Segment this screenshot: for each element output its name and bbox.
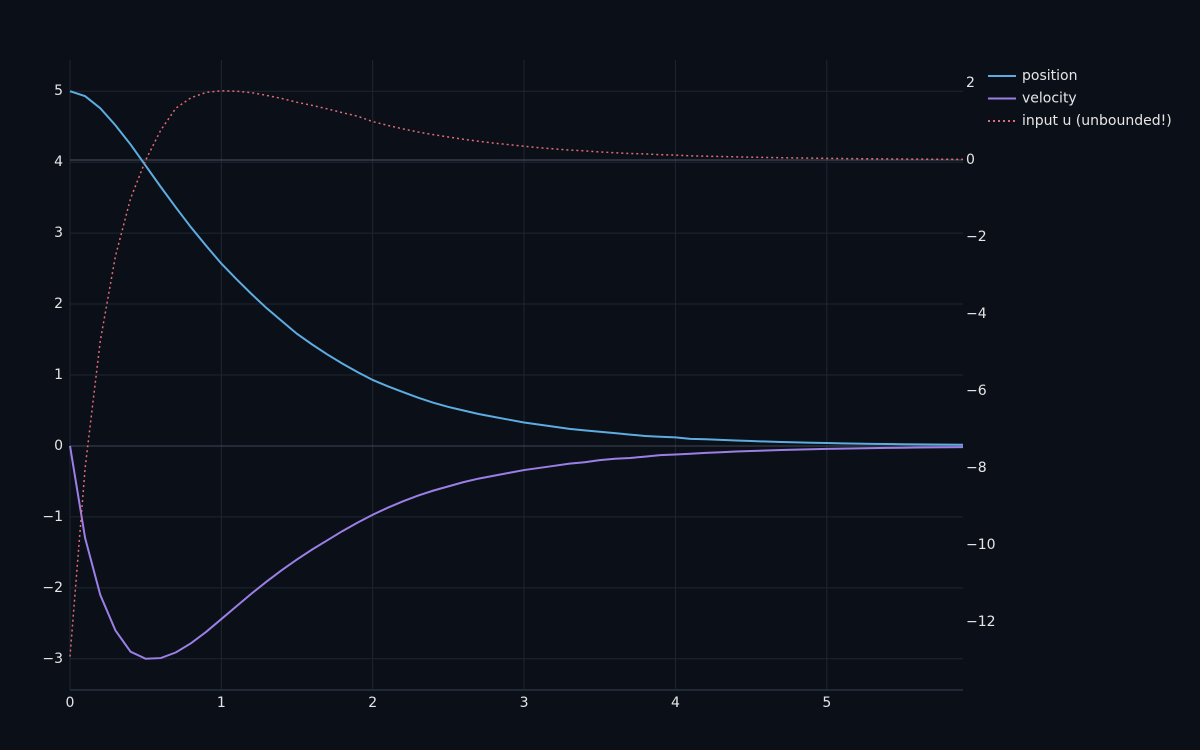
y2-tick-label: −8 [966,460,987,476]
y-tick-label: −3 [42,651,63,667]
series-line [69,90,964,657]
x-tick-label: 4 [671,695,680,711]
series-line [69,90,964,446]
y-tick-label: 5 [54,83,63,99]
y-tick-label: 0 [54,438,63,454]
y2-tick-label: −2 [966,229,987,245]
y-tick-label: 2 [54,296,63,312]
x-tick-label: 3 [520,695,529,711]
y-tick-label: −2 [42,580,63,596]
legend-label: position [1022,68,1077,84]
y2-tick-label: −10 [966,537,996,553]
y-tick-label: 1 [54,367,63,383]
y-tick-label: −1 [42,509,63,525]
y2-tick-label: 0 [966,152,975,168]
y2-tick-label: −12 [966,614,996,630]
legend-label: input u (unbounded!) [1022,113,1172,129]
y-tick-label: 3 [54,225,63,241]
x-tick-label: 1 [217,695,226,711]
series-line [69,445,964,660]
y2-tick-label: −4 [966,306,987,322]
legend-label: velocity [1022,91,1077,107]
y-tick-label: 4 [54,154,63,170]
x-tick-label: 2 [368,695,377,711]
x-tick-label: 5 [822,695,831,711]
y2-tick-label: −6 [966,383,987,399]
x-tick-label: 0 [66,695,75,711]
y2-tick-label: 2 [966,75,975,91]
